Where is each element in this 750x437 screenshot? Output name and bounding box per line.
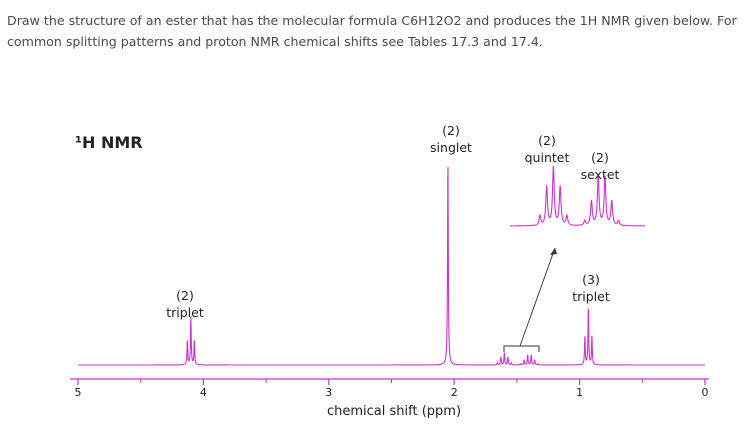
annotation-count-singlet: (2) [442, 123, 460, 138]
x-tick-label-4: 4 [200, 386, 207, 399]
annotation-label-singlet: singlet [430, 140, 472, 155]
annotation-label-triplet-1: triplet [572, 289, 610, 304]
annotation-count-triplet-1: (3) [582, 272, 600, 287]
annotation-count-quintet: (2) [538, 133, 556, 148]
inset-arrow-head [550, 248, 557, 255]
x-tick-label-3: 3 [325, 386, 332, 399]
chart-title: ¹H NMR [75, 133, 143, 152]
annotation-label-triplet-4: triplet [166, 305, 204, 320]
multiplet-bracket [503, 345, 540, 352]
x-tick-label-5: 5 [75, 386, 82, 399]
spectrum-trace [78, 167, 705, 366]
x-tick-label-2: 2 [451, 386, 458, 399]
inset-spectrum-trace [510, 166, 645, 227]
annotation-label-quintet: quintet [525, 150, 570, 165]
annotation-count-triplet-4: (2) [176, 288, 194, 303]
annotation-count-sextet: (2) [591, 150, 609, 165]
x-tick-label-1: 1 [576, 386, 583, 399]
annotation-label-sextet: sextet [581, 167, 620, 182]
x-tick-label-0: 0 [702, 386, 709, 399]
inset-arrow [519, 247, 556, 347]
x-axis-label: chemical shift (ppm) [327, 404, 461, 419]
question-text: Draw the structure of an ester that has … [7, 13, 737, 49]
